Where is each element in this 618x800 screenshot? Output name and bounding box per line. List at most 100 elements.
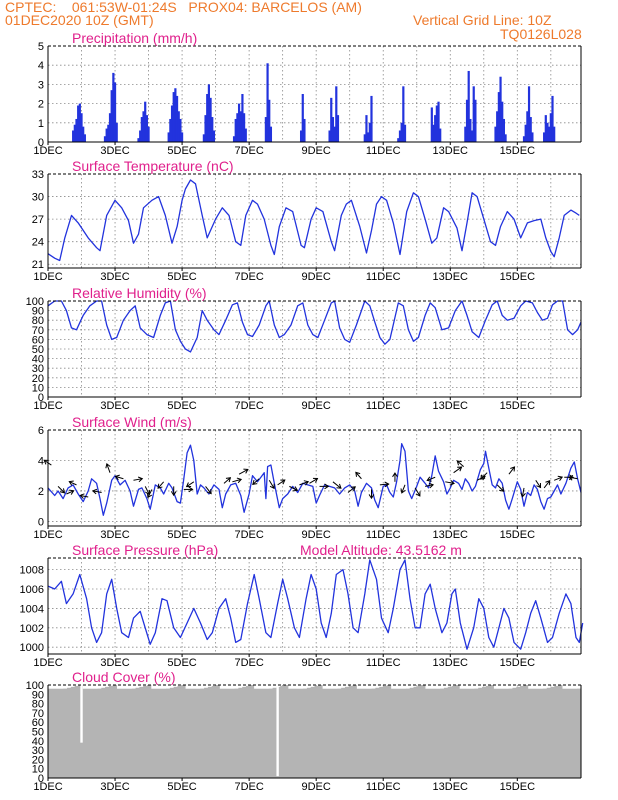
cloud-bar <box>383 685 388 778</box>
x-tick-label: 9DEC <box>302 271 331 283</box>
precip-bar <box>365 115 368 142</box>
x-tick-label: 13DEC <box>433 400 469 412</box>
precip-bar <box>494 126 497 142</box>
wind-arrow <box>309 478 318 484</box>
cloud-bar <box>261 690 266 778</box>
y-tick-label: 27 <box>32 214 44 226</box>
precip-bar <box>499 76 502 142</box>
cloud-bar <box>265 689 270 778</box>
precip-bar <box>112 72 115 142</box>
wind-arrow <box>69 481 77 486</box>
cloud-bar <box>253 692 258 778</box>
precip-bar <box>167 132 170 142</box>
wind-arrow <box>238 468 249 475</box>
precip-bar <box>367 132 370 142</box>
cloud-bar <box>398 690 403 778</box>
y-tick-label: 90 <box>32 306 44 318</box>
y-tick-label: 1000 <box>20 642 44 654</box>
wind-arrow-head <box>536 482 542 489</box>
x-tick-label: 5DEC <box>167 781 196 793</box>
x-tick-label: 11DEC <box>366 400 401 412</box>
precip-bar <box>333 126 336 142</box>
x-tick-label: 7DEC <box>234 400 263 412</box>
precip-bar <box>243 113 246 142</box>
cloud-bar <box>535 690 540 778</box>
cloud-bar <box>177 685 182 778</box>
precip-bar <box>145 115 148 142</box>
y-tick-label: 4 <box>38 455 44 467</box>
precip-bar <box>330 97 333 142</box>
y-tick-label: 2 <box>38 486 44 498</box>
cloud-bar <box>474 688 479 778</box>
x-tick-label: 7DEC <box>234 271 263 283</box>
precip-bar <box>137 138 140 142</box>
precip-bar <box>212 130 216 142</box>
cloud-bar <box>219 692 224 778</box>
wind-arrow-head <box>567 475 574 481</box>
cloud-bar <box>245 685 251 778</box>
cloud-bar <box>154 691 159 778</box>
cloud-bar <box>352 685 357 778</box>
cloud-bar <box>405 688 411 778</box>
cloud-bar <box>135 687 140 778</box>
precip-bar <box>496 111 499 142</box>
wind-arrow-head <box>91 488 98 495</box>
precip-bar <box>469 118 472 142</box>
cloud-bar <box>371 688 376 778</box>
x-tick-label: 15DEC <box>500 781 536 793</box>
cloud-bar <box>489 685 494 778</box>
wind-arrow-head <box>206 489 212 495</box>
x-tick-label: 13DEC <box>433 657 469 669</box>
cloud-bar <box>59 689 64 778</box>
wind-arrow-head <box>400 488 406 494</box>
precip-bar <box>301 94 304 142</box>
precip-bar <box>113 82 117 142</box>
x-tick-label: 7DEC <box>234 657 263 669</box>
header-run-date: 01DEC2020 10Z (GMT) <box>5 12 154 28</box>
y-tick-label: 24 <box>32 237 44 249</box>
cloud-gap <box>276 685 279 777</box>
precip-bar <box>206 94 209 142</box>
precip-bar <box>363 134 366 142</box>
precip-bar <box>110 90 113 142</box>
precip-bar <box>546 122 549 142</box>
wind-arrow-head <box>185 482 192 488</box>
precip-bar <box>237 103 241 142</box>
precip-bar <box>115 122 118 142</box>
cloud-bar <box>550 686 555 778</box>
wind-arrow <box>401 484 406 494</box>
x-tick-label: 5DEC <box>167 657 196 669</box>
y-tick-label: 0 <box>38 516 44 528</box>
wind-arrow-head <box>188 486 194 493</box>
cloud-bar <box>295 690 300 778</box>
cloud-bar <box>375 687 380 778</box>
precip-bar <box>236 113 239 142</box>
x-tick-label: 15DEC <box>500 145 536 157</box>
precip-bar <box>75 118 78 142</box>
cloud-bar <box>413 686 418 778</box>
precip-bar <box>147 126 150 142</box>
cloud-bar <box>200 688 205 778</box>
wind-arrow <box>543 480 551 489</box>
precip-bar <box>472 86 475 142</box>
cloud-bar <box>55 690 60 778</box>
wind-arrow-head <box>243 468 249 474</box>
wind-arrow <box>496 484 504 492</box>
wind-arrow-head <box>225 477 232 483</box>
x-tick-label: 13DEC <box>433 145 469 157</box>
cloud-bar <box>337 688 342 778</box>
precip-bar <box>553 126 556 142</box>
y-tick-label: 100 <box>26 296 44 308</box>
precip-bar <box>527 86 531 142</box>
cloud-bar <box>139 686 144 778</box>
x-tick-label: 1DEC <box>33 657 62 669</box>
cloud-bar <box>226 690 232 778</box>
y-tick-label: 2 <box>38 99 44 111</box>
cloud-bar <box>565 691 571 778</box>
y-tick-label: 21 <box>32 259 44 271</box>
y-tick-label: 0 <box>38 392 44 404</box>
x-tick-label: 1DEC <box>33 400 62 412</box>
wind-arrow <box>205 486 212 494</box>
cloud-bar <box>146 685 152 778</box>
